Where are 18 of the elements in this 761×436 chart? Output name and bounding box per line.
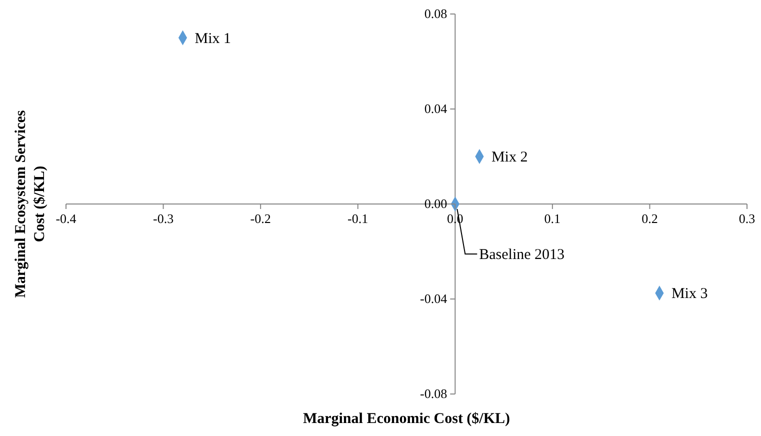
x-tick-label: -0.1: [348, 211, 368, 226]
y-tick-label: 0.08: [424, 6, 448, 21]
x-tick-label: -0.3: [152, 211, 174, 226]
y-tick-label: -0.04: [420, 291, 448, 306]
x-tick-label: 0.1: [544, 211, 561, 226]
annotation: Baseline 2013: [479, 247, 565, 263]
y-tick-label: -0.08: [420, 386, 448, 401]
annotation: Mix 1: [194, 30, 232, 47]
x-tick-label: 0.2: [642, 211, 658, 226]
y-tick-label: 0.04: [424, 101, 448, 116]
annotation: Mix 2: [491, 150, 528, 166]
annotation: Mix 3: [671, 286, 708, 302]
y-axis-title: Marginal Ecosystem Services Cost ($/KL): [12, 109, 49, 300]
x-tick-label: -0.2: [250, 211, 271, 226]
x-tick-label: -0.4: [56, 211, 77, 226]
x-axis-title: Marginal Economic Cost ($/KL): [302, 411, 512, 428]
x-tick-label: 0.3: [738, 211, 756, 226]
y-tick-label: 0.00: [424, 196, 448, 211]
